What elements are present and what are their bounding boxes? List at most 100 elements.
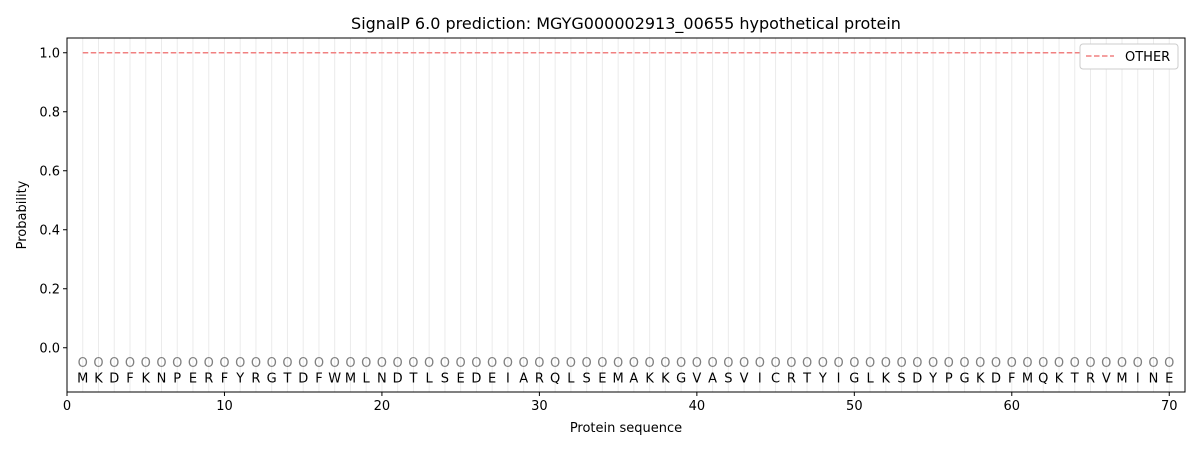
residue-letter: Y — [818, 372, 827, 387]
residue-label-marker: O — [440, 356, 450, 371]
residue-letter: D — [471, 372, 481, 387]
residue-letter: D — [109, 372, 119, 387]
y-axis: 0.0 0.2 0.4 0.6 0.8 1.0 — [39, 46, 67, 356]
residue-label-marker: O — [660, 356, 670, 371]
residue-label-marker: O — [707, 356, 717, 371]
residue-label-marker: O — [896, 356, 906, 371]
residue-label-marker: O — [770, 356, 780, 371]
residue-label-marker: O — [219, 356, 229, 371]
residue-label-marker: O — [1085, 356, 1095, 371]
residue-label-marker: O — [645, 356, 655, 371]
residue-letter: L — [426, 372, 434, 387]
residue-label-marker: O — [912, 356, 922, 371]
residue-letter: F — [1008, 372, 1015, 387]
residue-label-marker: O — [330, 356, 340, 371]
residue-letter: M — [613, 372, 624, 387]
residue-letter: D — [912, 372, 922, 387]
grid-lines — [82, 38, 1170, 392]
residue-label-marker: O — [802, 356, 812, 371]
x-tick-label: 60 — [1004, 399, 1021, 414]
residue-label-marker: O — [1101, 356, 1111, 371]
residue-label-marker: O — [345, 356, 355, 371]
y-tick-label: 0.2 — [39, 282, 60, 297]
residue-letter: E — [488, 372, 496, 387]
legend-box — [1079, 43, 1179, 70]
residue-label-marker: O — [109, 356, 119, 371]
residue-letter: W — [328, 372, 341, 387]
residue-letter: K — [141, 372, 150, 387]
residue-label-marker: O — [991, 356, 1001, 371]
residue-letter: R — [787, 372, 796, 387]
residue-label-marker: O — [566, 356, 576, 371]
residue-letter: K — [661, 372, 670, 387]
residue-label-marker: O — [723, 356, 733, 371]
residue-letter: A — [629, 372, 638, 387]
chart-title: SignalP 6.0 prediction: MGYG000002913_00… — [351, 14, 901, 34]
x-axis-label: Protein sequence — [570, 421, 682, 436]
residue-label-marker: O — [78, 356, 88, 371]
residue-label-marker: O — [408, 356, 418, 371]
residue-letter: T — [282, 372, 291, 387]
residue-letter: N — [377, 372, 387, 387]
residue-label-marker: O — [172, 356, 182, 371]
residue-letter: I — [1136, 372, 1140, 387]
residue-letter: M — [77, 372, 88, 387]
residue-label-marker: O — [1070, 356, 1080, 371]
residue-label-marker: O — [534, 356, 544, 371]
residue-letter: G — [676, 372, 686, 387]
residue-label-marker: O — [156, 356, 166, 371]
residue-label-marker: O — [959, 356, 969, 371]
residue-letter: K — [645, 372, 654, 387]
residue-label-marker: O — [849, 356, 859, 371]
x-tick-label: 50 — [846, 399, 863, 414]
residue-letter: E — [598, 372, 606, 387]
residue-label-marker: O — [141, 356, 151, 371]
residue-label-marker: O — [361, 356, 371, 371]
residue-label-marker: O — [471, 356, 481, 371]
residue-label-marker: O — [881, 356, 891, 371]
residue-letter: S — [583, 372, 591, 387]
residue-label-marker: O — [944, 356, 954, 371]
residue-letter: F — [221, 372, 228, 387]
y-tick-label: 0.0 — [39, 341, 60, 356]
residue-letter: L — [567, 372, 575, 387]
residue-label-marker: O — [1164, 356, 1174, 371]
residue-letter: M — [1116, 372, 1127, 387]
residue-letter: K — [976, 372, 985, 387]
residue-label-marker: O — [755, 356, 765, 371]
residue-label-marker: O — [613, 356, 623, 371]
y-tick-label: 0.6 — [39, 164, 60, 179]
residue-letter: M — [345, 372, 356, 387]
residue-letter: R — [535, 372, 544, 387]
legend: OTHER — [1079, 43, 1179, 70]
plot-frame — [66, 37, 1186, 393]
residue-letter: I — [506, 372, 510, 387]
residue-letter: A — [519, 372, 528, 387]
residue-label-marker: O — [692, 356, 702, 371]
residue-letter: R — [1086, 372, 1095, 387]
residue-label-marker: O — [676, 356, 686, 371]
marks: OMOKODOFOKONOPOEOROFOYOROGOTODOFOWOMOLON… — [77, 52, 1174, 387]
residue-label-marker: O — [251, 356, 261, 371]
y-tick-label: 0.8 — [39, 105, 60, 120]
residue-letter: N — [1149, 372, 1159, 387]
residue-letter: Q — [1038, 372, 1048, 387]
residue-label-marker: O — [582, 356, 592, 371]
residue-letter: G — [849, 372, 859, 387]
residue-label-marker: O — [739, 356, 749, 371]
residue-letter: T — [802, 372, 811, 387]
residue-letter: A — [708, 372, 717, 387]
residue-label-marker: O — [865, 356, 875, 371]
residue-label-marker: O — [833, 356, 843, 371]
residue-letter: R — [204, 372, 213, 387]
residue-label-marker: O — [267, 356, 277, 371]
residue-letter: P — [173, 372, 181, 387]
y-tick-label: 1.0 — [39, 46, 60, 61]
residue-letter: I — [758, 372, 762, 387]
residue-letter: E — [1165, 372, 1173, 387]
residue-label-marker: O — [1133, 356, 1143, 371]
residue-label-marker: O — [1117, 356, 1127, 371]
residue-label-marker: O — [1022, 356, 1032, 371]
x-tick-label: 40 — [689, 399, 706, 414]
